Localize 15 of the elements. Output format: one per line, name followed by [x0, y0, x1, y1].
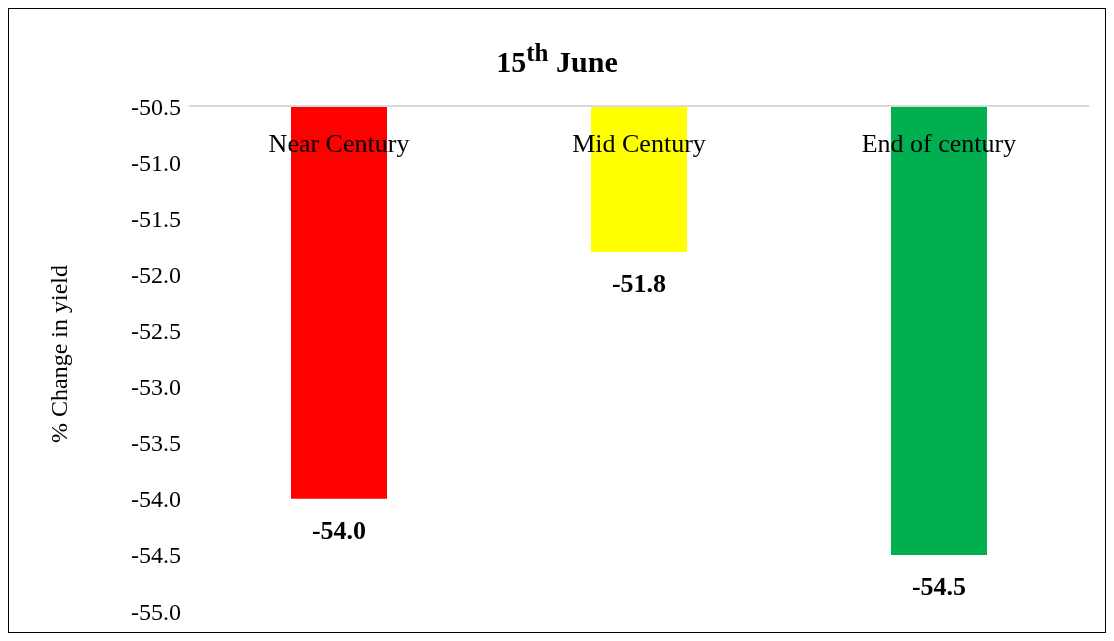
- y-tick-label: -53.5: [131, 430, 181, 457]
- chart-title: 15$^{th}$ June: [495, 39, 619, 79]
- y-tick-label: -52.5: [131, 317, 181, 344]
- data-label: -54.5: [911, 571, 967, 601]
- y-tick-label: -54.0: [131, 486, 181, 513]
- y-tick-label: -51.5: [131, 205, 181, 232]
- y-axis-title: % Change in yield: [45, 265, 73, 443]
- y-tick-label: -51.0: [131, 149, 181, 176]
- y-tick-label: -50.5: [131, 93, 181, 120]
- y-tick-label: -52.0: [131, 261, 181, 288]
- data-label: -51.8: [611, 268, 667, 298]
- y-tick-label: -55.0: [131, 598, 181, 625]
- y-tick-label: -53.0: [131, 374, 181, 401]
- data-label: -54.0: [311, 515, 367, 545]
- y-tick-label: -54.5: [131, 542, 181, 569]
